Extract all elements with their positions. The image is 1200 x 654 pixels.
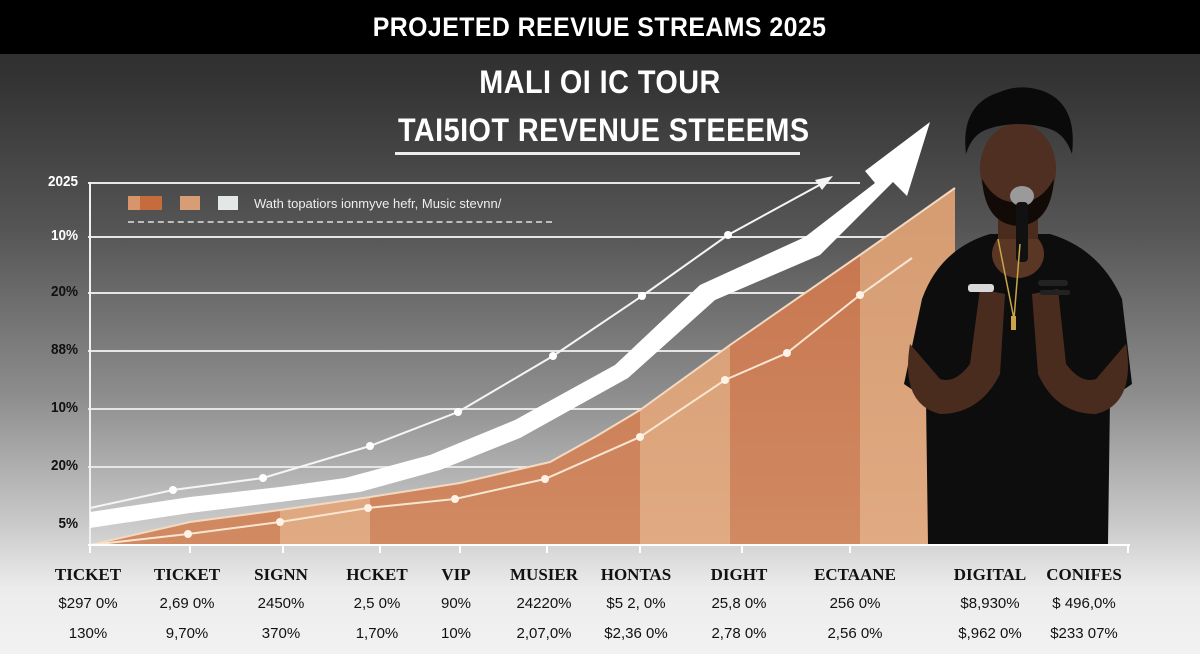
y-tick-label: 5% [58, 515, 78, 532]
y-tick-label: 10% [50, 399, 78, 416]
lower-line [89, 257, 913, 546]
subtitle-underline [395, 152, 800, 155]
column-value-primary: 2,5 0% [353, 595, 401, 612]
column-value-secondary: 2,78 0% [711, 625, 767, 642]
column-value-primary: $8,930% [960, 595, 1020, 612]
table-column: TICKET $297 0% 130% [55, 560, 121, 648]
table-column: TICKET 2,69 0% 9,70% [154, 560, 220, 648]
y-tick-label: 20% [50, 457, 78, 474]
legend-swatch-white [218, 196, 238, 210]
column-value-secondary: $2,36 0% [604, 625, 668, 642]
trend-arrow-thin [89, 176, 833, 509]
column-value-primary: $ 496,0% [1052, 595, 1116, 612]
column-value-secondary: 10% [440, 625, 472, 642]
performer-photo [904, 87, 1132, 544]
table-column: SIGNN 2450% 370% [254, 560, 308, 648]
page-title: PROJETED REEVIUE STREAMS 2025 [373, 11, 827, 42]
x-axis [88, 544, 1130, 553]
column-value-primary: 90% [440, 595, 472, 612]
header-bar: PROJETED REEVIUE STREAMS 2025 [0, 0, 1200, 54]
column-value-secondary: 2,07,0% [516, 625, 572, 642]
column-value-primary: $297 0% [58, 595, 118, 612]
table-column: CONIFES $ 496,0% $233 07% [1046, 560, 1122, 648]
chart-legend: Wath topatiors ionmyve hefr, Music stevn… [128, 195, 501, 211]
column-value-primary: 25,8 0% [711, 595, 767, 612]
legend-swatch-dark [128, 196, 162, 210]
table-column: DIGITAL $8,930% $,962 0% [954, 560, 1026, 648]
table-column: MUSIER 24220% 2,07,0% [510, 560, 578, 648]
column-value-primary: 256 0% [829, 595, 881, 612]
column-header: HCKET [346, 565, 408, 584]
column-value-secondary: 9,70% [165, 625, 209, 642]
column-header: ECTAANE [814, 565, 896, 584]
column-header: SIGNN [254, 565, 308, 584]
column-value-secondary: 2,56 0% [827, 625, 883, 642]
revenue-table: TICKET $297 0% 130% TICKET 2,69 0% 9,70%… [0, 560, 1200, 654]
subtitle-revenue: TAI5IOT REVENUE STEEEMS [398, 112, 810, 148]
subtitle-tour: MALI OI IC TOUR [479, 64, 721, 100]
column-value-primary: 2,69 0% [159, 595, 215, 612]
column-header: CONIFES [1046, 565, 1122, 584]
column-header: DIGITAL [953, 565, 1027, 584]
column-value-secondary: 1,70% [355, 625, 399, 642]
column-header: MUSIER [509, 565, 579, 584]
y-tick-label: 10% [50, 227, 78, 244]
y-tick-label: 88% [50, 341, 78, 358]
table-column: VIP 90% 10% [441, 560, 471, 648]
y-tick-label: 2025 [47, 173, 78, 190]
table-column: HONTAS $5 2, 0% $2,36 0% [601, 560, 672, 648]
column-value-primary: $5 2, 0% [606, 595, 666, 612]
table-column: DIGHT 25,8 0% 2,78 0% [711, 560, 768, 648]
column-header: TICKET [54, 565, 122, 584]
table-column: ECTAANE 256 0% 2,56 0% [814, 560, 896, 648]
legend-divider [128, 221, 552, 223]
column-value-primary: 2450% [257, 595, 305, 612]
column-value-secondary: 130% [68, 625, 108, 642]
column-header: DIGHT [710, 565, 768, 584]
column-value-primary: 24220% [516, 595, 572, 612]
y-tick-label: 20% [50, 283, 78, 300]
column-value-secondary: $,962 0% [958, 625, 1022, 642]
column-header: VIP [441, 565, 471, 584]
table-column: HCKET 2,5 0% 1,70% [346, 560, 407, 648]
column-header: TICKET [153, 565, 221, 584]
column-value-secondary: 370% [261, 625, 301, 642]
column-value-secondary: $233 07% [1050, 625, 1118, 642]
legend-swatch-light [180, 196, 200, 210]
legend-label: Wath topatiors ionmyve hefr, Music stevn… [254, 195, 502, 211]
column-header: HONTAS [600, 565, 672, 584]
